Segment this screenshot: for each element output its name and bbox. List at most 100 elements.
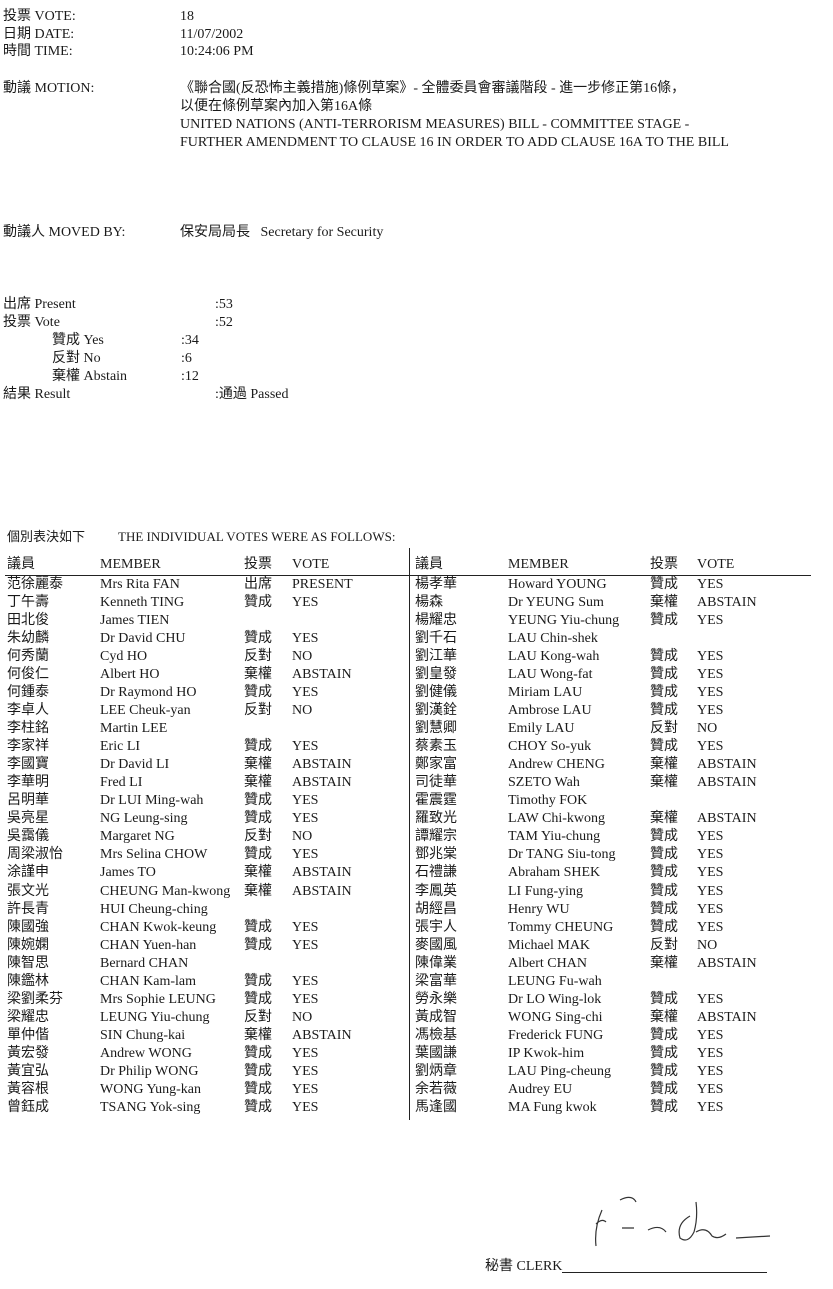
member-name-en: Henry WU [508,901,570,917]
vote-zh: 贊成 [650,883,678,899]
member-name-zh: 梁富華 [415,973,457,989]
table-row: 李柱銘 Martin LEE [7,720,412,738]
vote-zh: 棄權 [244,1027,272,1043]
vote-zh: 反對 [650,937,678,953]
member-name-zh: 梁耀忠 [7,1009,49,1025]
table-row: 李國寶 Dr David LI 棄權 ABSTAIN [7,756,412,774]
vote-en: PRESENT [292,577,353,592]
member-name-zh: 丁午壽 [7,595,49,611]
vote-zh: 贊成 [650,685,678,701]
vote-en: ABSTAIN [292,775,352,791]
table-row: 吳亮星 NG Leung-sing 贊成 YES [7,810,412,828]
member-name-en: James TIEN [100,613,170,629]
member-name-en: Dr LO Wing-lok [508,991,602,1007]
vote-number-value: 18 [180,9,194,24]
table-row: 羅致光 LAW Chi-kwong 棄權 ABSTAIN [415,810,820,828]
member-name-en: Martin LEE [100,721,168,737]
table-row: 朱幼麟 Dr David CHU 贊成 YES [7,630,412,648]
vote-en: YES [292,937,319,953]
vote-zh: 贊成 [650,1045,678,1061]
member-name-zh: 鄭家富 [415,757,457,773]
vote-en: ABSTAIN [292,757,352,773]
member-name-en: CHOY So-yuk [508,739,592,755]
vote-zh: 反對 [244,829,272,845]
member-name-zh: 石禮謙 [415,865,457,881]
member-name-zh: 劉健儀 [415,685,457,701]
vote-zh: 棄權 [650,595,678,611]
member-name-en: TSANG Yok-sing [100,1099,201,1115]
table-row: 劉千石 LAU Chin-shek [415,630,820,648]
vote-en: YES [292,973,319,989]
result-label: 結果 Result [3,387,71,402]
member-name-en: Abraham SHEK [508,865,601,881]
vote-en: YES [697,703,724,719]
motion-line: UNITED NATIONS (ANTI-TERRORISM MEASURES)… [180,117,690,132]
abstain-value: :12 [181,369,199,384]
table-row: 陳偉業 Albert CHAN 棄權 ABSTAIN [415,955,820,973]
vote-zh: 贊成 [650,1081,678,1097]
member-name-en: Dr YEUNG Sum [508,595,604,611]
vote-zh: 贊成 [244,991,272,1007]
vote-zh: 贊成 [244,1045,272,1061]
member-name-zh: 譚耀宗 [415,829,457,845]
member-name-zh: 陳國強 [7,919,49,935]
vote-en: NO [292,649,313,665]
vote-zh: 贊成 [650,865,678,881]
member-name-zh: 張文光 [7,883,49,899]
motion-label: 動議 MOTION: [3,81,95,96]
vote-en: YES [697,1027,724,1043]
table-row: 何俊仁 Albert HO 棄權 ABSTAIN [7,666,412,684]
table-row: 丁午壽 Kenneth TING 贊成 YES [7,594,412,612]
vote-en: YES [292,685,319,701]
member-name-en: Miriam LAU [508,685,583,701]
table-row: 楊孝華 Howard YOUNG 贊成 YES [415,576,820,594]
member-name-zh: 余若薇 [415,1081,457,1097]
vote-zh: 贊成 [244,793,272,809]
vote-zh: 贊成 [244,973,272,989]
table-row: 霍震霆 Timothy FOK [415,792,820,810]
member-name-en: Dr David LI [100,757,170,773]
member-name-en: Michael MAK [508,937,591,953]
table-row: 勞永樂 Dr LO Wing-lok 贊成 YES [415,991,820,1009]
member-name-zh: 何秀蘭 [7,649,49,665]
member-name-en: Tommy CHEUNG [508,919,614,935]
member-name-zh: 胡經昌 [415,901,457,917]
vote-zh: 贊成 [244,595,272,611]
table-row: 單仲偕 SIN Chung-kai 棄權 ABSTAIN [7,1027,412,1045]
table-row: 許長青 HUI Cheung-ching [7,901,412,919]
member-name-en: SIN Chung-kai [100,1027,186,1043]
member-name-zh: 朱幼麟 [7,631,49,647]
member-name-zh: 何俊仁 [7,667,49,683]
member-name-en: Mrs Selina CHOW [100,847,208,863]
member-name-zh: 陳智思 [7,955,49,971]
col-member-zh: 議員 [7,557,35,572]
vote-zh: 贊成 [244,1099,272,1115]
vote-zh: 棄權 [244,775,272,791]
vote-zh: 反對 [244,703,272,719]
member-name-zh: 何鍾泰 [7,685,49,701]
vote-en: YES [292,1081,319,1097]
member-name-zh: 田北俊 [7,613,49,629]
vote-en: YES [697,667,724,683]
table-row: 田北俊 James TIEN [7,612,412,630]
vote-en: YES [292,847,319,863]
member-name-en: Dr Raymond HO [100,685,197,701]
vote-en: YES [697,1081,724,1097]
table-row: 陳國強 CHAN Kwok-keung 贊成 YES [7,919,412,937]
member-name-en: Ambrose LAU [508,703,592,719]
vote-zh: 贊成 [244,685,272,701]
vote-en: YES [292,991,319,1007]
col-vote-en: VOTE [697,557,735,572]
vote-en: YES [697,991,724,1007]
abstain-label: 棄權 Abstain [52,369,128,384]
member-name-zh: 陳偉業 [415,955,457,971]
date-value: 11/07/2002 [180,27,244,42]
member-name-zh: 劉漢銓 [415,703,457,719]
member-name-zh: 霍震霆 [415,793,457,809]
member-name-zh: 鄧兆棠 [415,847,457,863]
col-vote-zh: 投票 [244,557,272,572]
member-name-en: Kenneth TING [100,595,185,611]
member-name-en: Howard YOUNG [508,577,607,592]
table-row: 張文光 CHEUNG Man-kwong 棄權 ABSTAIN [7,883,412,901]
vote-zh: 棄權 [650,955,678,971]
